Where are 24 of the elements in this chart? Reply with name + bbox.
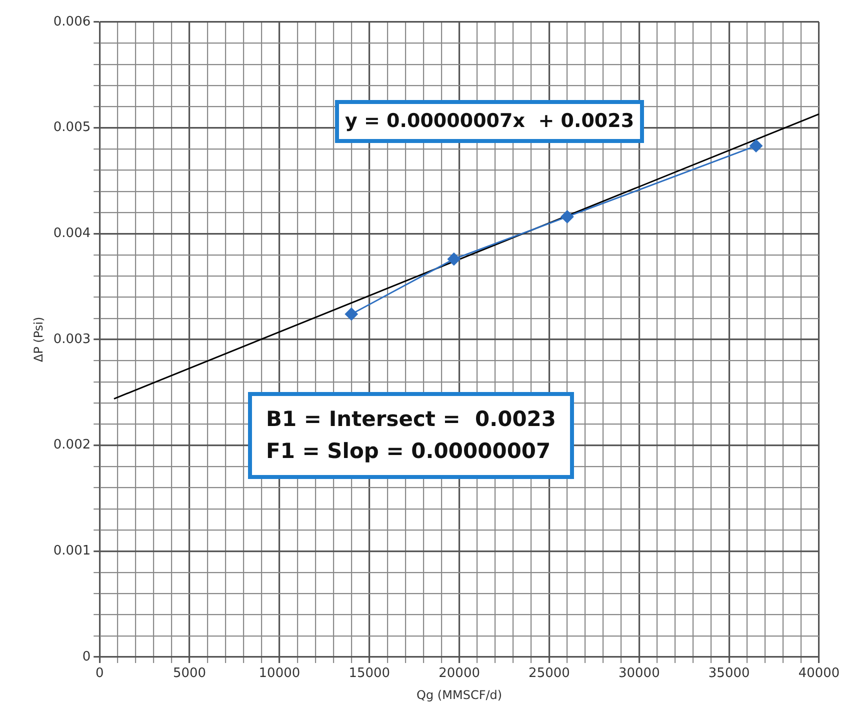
x-tick-label: 30000 [618,666,660,682]
x-tick-label: 20000 [438,666,480,682]
y-tick-label: 0.004 [53,226,91,242]
y-tick-label: 0.003 [53,332,91,347]
y-tick-label: 0 [82,649,91,664]
x-tick-label: 35000 [708,666,750,682]
annotation: y = 0.00000007x + 0.0023 [335,100,644,142]
point [344,308,358,321]
y-tick-label: 0.001 [53,544,91,559]
y-tick-label: 0.002 [53,438,91,453]
y-axis-title: ΔP (Psi) [31,316,46,362]
point [447,252,460,266]
x-tick-label: 25000 [528,666,570,682]
x-tick-label: 0 [95,666,104,682]
point [750,139,763,152]
x-tick-label: 5000 [172,666,206,682]
x-tick-label: 15000 [348,666,390,682]
y-tick-label: 0.005 [53,120,91,136]
y-tick-label: 0.006 [53,14,91,30]
x-axis-title: Qg (MMSCF/d) [416,688,502,702]
point [560,210,574,224]
x-tick-label: 10000 [258,666,300,682]
annotation: B1 = Intersect = 0.0023 F1 = Slop = 0.00000007 [248,392,574,479]
x-tick-label: 40000 [798,666,840,682]
